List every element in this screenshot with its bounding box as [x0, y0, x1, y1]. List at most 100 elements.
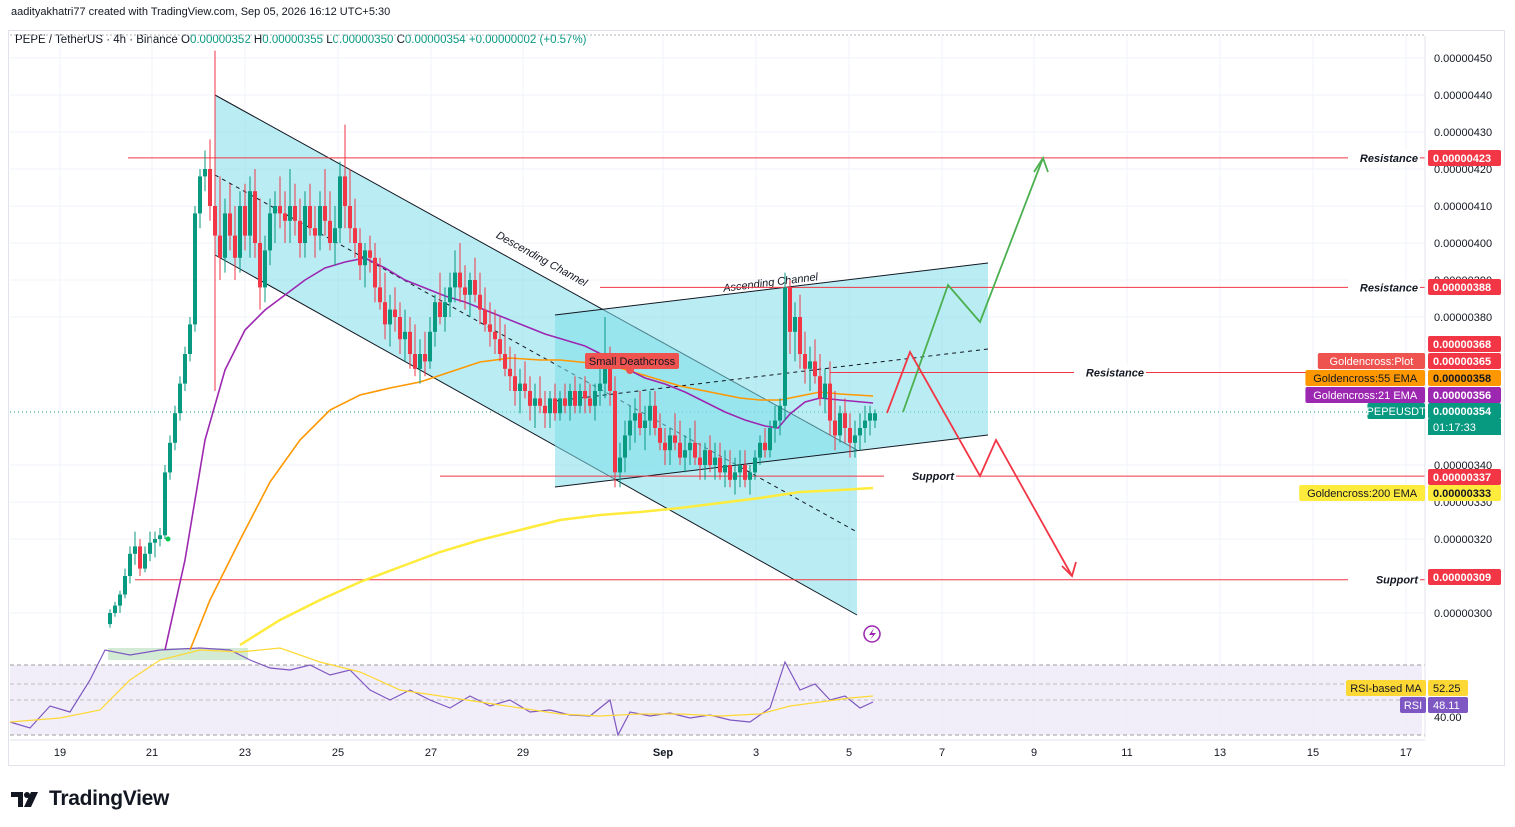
open-value: 0.00000352 [189, 34, 251, 46]
candle-body [748, 472, 752, 480]
level-label-bg [1074, 364, 1146, 381]
candle-body [258, 243, 262, 288]
candle-body [248, 191, 252, 236]
candle-body [283, 213, 287, 221]
level-label-bg [1348, 149, 1420, 166]
countdown-text: 01:17:33 [1433, 422, 1476, 434]
lightning-icon [863, 625, 881, 643]
candle-body [773, 420, 777, 428]
candle-body [138, 546, 142, 569]
candle-body [513, 376, 517, 391]
candle-body [813, 361, 817, 377]
bearish-projection-arrow [886, 349, 1073, 577]
candle-body [333, 228, 337, 243]
candle-body [153, 539, 157, 543]
candle-body [213, 206, 217, 236]
candle-body [783, 287, 787, 406]
candle-body [713, 457, 717, 465]
candle-body [178, 383, 182, 414]
candle-body [653, 405, 657, 428]
candle-body [183, 354, 187, 384]
candle-body [473, 280, 477, 295]
axis-price-text: 0.00000333 [1433, 488, 1491, 500]
candle-body [348, 206, 352, 229]
axis-price-badge [1428, 370, 1501, 386]
candle-body [448, 287, 452, 303]
small-deathcross-label: Small Deathcross [589, 356, 676, 368]
axis-price-badge [1428, 569, 1501, 585]
price-tick-label: 0.00000300 [1434, 608, 1492, 620]
candle-body [798, 317, 802, 354]
candle-body [458, 272, 462, 288]
candle-body [663, 442, 667, 451]
candle-body [568, 391, 572, 406]
candle-body [828, 383, 832, 421]
close-value: 0.00000354 [404, 34, 466, 46]
candle-body [708, 450, 712, 465]
candle-body [618, 457, 622, 473]
channels-layer: Descending Channel Ascending Channel [214, 94, 989, 616]
candle-body [573, 391, 577, 406]
axis-price-text: 0.00000423 [1433, 153, 1491, 165]
candle-body [583, 391, 587, 399]
low-label: L [326, 34, 333, 46]
candle-body [508, 368, 512, 377]
candle-body [643, 420, 647, 428]
axis-price-badge [1428, 403, 1501, 419]
candle-body [553, 398, 557, 414]
candle-body [233, 235, 237, 258]
candle-body [793, 317, 797, 332]
candle-body [528, 391, 532, 406]
candle-body [408, 331, 412, 354]
candle-body [253, 191, 257, 243]
candle-body [723, 465, 727, 473]
candle-body [648, 405, 652, 421]
level-label: Resistance [1360, 153, 1418, 165]
axis-price-text: 0.00000354 [1433, 406, 1492, 418]
candle-body [263, 250, 267, 288]
candle-body [328, 220, 332, 243]
candle-body [223, 213, 227, 258]
crossover-dot [165, 536, 171, 542]
indicator-tag-text: PEPEUSDT [1367, 406, 1427, 418]
bearish-arrow-head [1061, 561, 1077, 578]
candle-body [413, 354, 417, 369]
high-label: H [253, 34, 263, 46]
close-label: C [396, 34, 405, 46]
candle-body [593, 391, 597, 406]
ema-layer [164, 257, 874, 651]
candle-body [543, 405, 547, 414]
candle-body [733, 472, 737, 480]
candle-body [853, 435, 857, 443]
level-label: Support [912, 471, 955, 483]
candle-body [603, 368, 607, 384]
candle-body [548, 398, 552, 414]
candle-body [123, 576, 127, 595]
small-deathcross-badge [585, 353, 679, 369]
axis-price-badge [1428, 485, 1501, 501]
candle-body [398, 317, 402, 340]
candle-body [188, 324, 192, 354]
time-tick-label: 7 [939, 747, 945, 759]
drawings-layer: Small Deathcross [165, 155, 1077, 643]
candle-body [638, 413, 642, 428]
time-tick-label: 13 [1214, 747, 1226, 759]
candle-body [598, 383, 602, 391]
candle-body [688, 442, 692, 451]
candle-body [433, 302, 437, 332]
candle-body [218, 235, 222, 258]
indicator-tag-badge [1317, 353, 1425, 369]
candle-body [323, 206, 327, 221]
axis-price-badge [1428, 469, 1501, 485]
ohlc-legend: PEPE / TetherUS · 4h · Binance O0.000003… [15, 34, 587, 46]
tradingview-brand[interactable]: TradingView [11, 787, 169, 811]
candle-body [873, 413, 877, 421]
candle-body [628, 420, 632, 436]
candle-body [388, 309, 392, 325]
ema-21-line [164, 257, 874, 651]
candle-body [738, 465, 742, 473]
bullish-projection-arrow [902, 157, 1044, 413]
rsi-value-badge [1428, 697, 1468, 713]
candle-body [673, 435, 677, 443]
